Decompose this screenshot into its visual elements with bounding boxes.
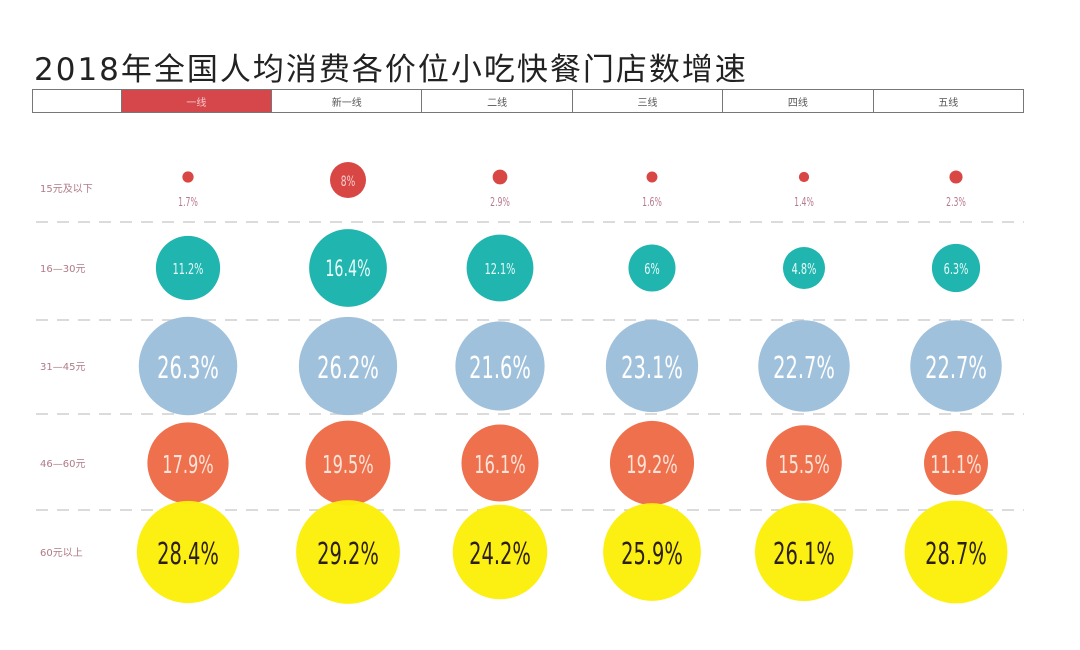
tab-tier-2[interactable]: 二线	[421, 90, 571, 112]
value-label: 21.6%	[469, 352, 531, 386]
bubble	[492, 169, 508, 185]
value-label: 12.1%	[485, 261, 516, 278]
value-label: 26.1%	[773, 538, 835, 572]
bubble	[758, 320, 850, 412]
value-label: 4.8%	[792, 261, 817, 278]
value-label: 1.7%	[178, 196, 198, 210]
row-label: 60元以上	[40, 547, 83, 559]
bubble	[931, 243, 981, 293]
value-label: 23.1%	[621, 352, 683, 386]
bubble	[330, 162, 366, 198]
value-label: 28.7%	[925, 538, 987, 572]
bubble	[766, 425, 842, 501]
bubble	[646, 171, 658, 183]
row-label: 31—45元	[40, 362, 85, 373]
value-label: 6.3%	[944, 261, 969, 278]
tab-tier-3[interactable]: 三线	[571, 90, 722, 112]
value-label: 24.2%	[469, 538, 531, 572]
value-label: 22.7%	[925, 352, 987, 386]
tab-tier-4[interactable]: 四线	[722, 90, 872, 112]
chart-title: 2018年全国人均消费各价位小吃快餐门店数增速	[34, 52, 748, 88]
row-label: 15元及以下	[40, 183, 93, 195]
bubble	[455, 321, 545, 411]
value-label: 16.1%	[474, 451, 525, 480]
bubble	[138, 316, 238, 416]
value-label: 16.4%	[325, 255, 370, 281]
bubble	[924, 431, 988, 495]
bubble	[603, 503, 701, 601]
value-label: 26.3%	[157, 352, 219, 386]
bubble	[754, 502, 854, 602]
bubble	[609, 420, 695, 506]
bubble	[182, 171, 194, 183]
bubble	[949, 170, 963, 184]
bubble	[910, 320, 1002, 412]
value-label: 15.5%	[778, 451, 829, 480]
bubble	[605, 319, 699, 413]
row-label: 16—30元	[40, 264, 85, 275]
bubble	[147, 422, 229, 504]
tab-tier-5[interactable]: 五线	[872, 90, 1023, 112]
bubble	[466, 234, 534, 302]
bubble	[309, 229, 387, 307]
value-label: 1.4%	[794, 196, 814, 210]
bubble	[305, 420, 391, 506]
value-label: 8%	[341, 173, 355, 189]
value-label: 2.9%	[490, 196, 510, 210]
value-label: 11.2%	[173, 261, 204, 278]
bubble	[904, 500, 1008, 604]
value-label: 26.2%	[317, 352, 379, 386]
value-label: 19.5%	[322, 451, 373, 480]
value-label: 22.7%	[773, 352, 835, 386]
bubble	[798, 171, 810, 183]
value-label: 6%	[644, 261, 659, 278]
bubble	[782, 246, 826, 290]
value-label: 11.1%	[930, 451, 981, 480]
bubble	[461, 424, 539, 502]
bubble	[155, 235, 221, 301]
bubble	[136, 500, 240, 604]
value-label: 1.6%	[642, 196, 662, 210]
bubble	[298, 316, 398, 416]
tab-new-tier-1[interactable]: 新一线	[271, 90, 421, 112]
bubble	[296, 500, 400, 604]
bubble	[452, 504, 548, 600]
value-label: 19.2%	[626, 451, 677, 480]
value-label: 29.2%	[317, 538, 379, 572]
row-label: 46—60元	[40, 459, 85, 470]
value-label: 28.4%	[157, 538, 219, 572]
value-label: 25.9%	[621, 538, 683, 572]
city-tier-header: 一线 新一线 二线 三线 四线 五线	[32, 89, 1024, 113]
value-label: 2.3%	[946, 196, 966, 210]
tab-tier-1[interactable]: 一线	[120, 90, 272, 112]
bubble	[628, 244, 676, 292]
value-label: 17.9%	[162, 451, 213, 480]
